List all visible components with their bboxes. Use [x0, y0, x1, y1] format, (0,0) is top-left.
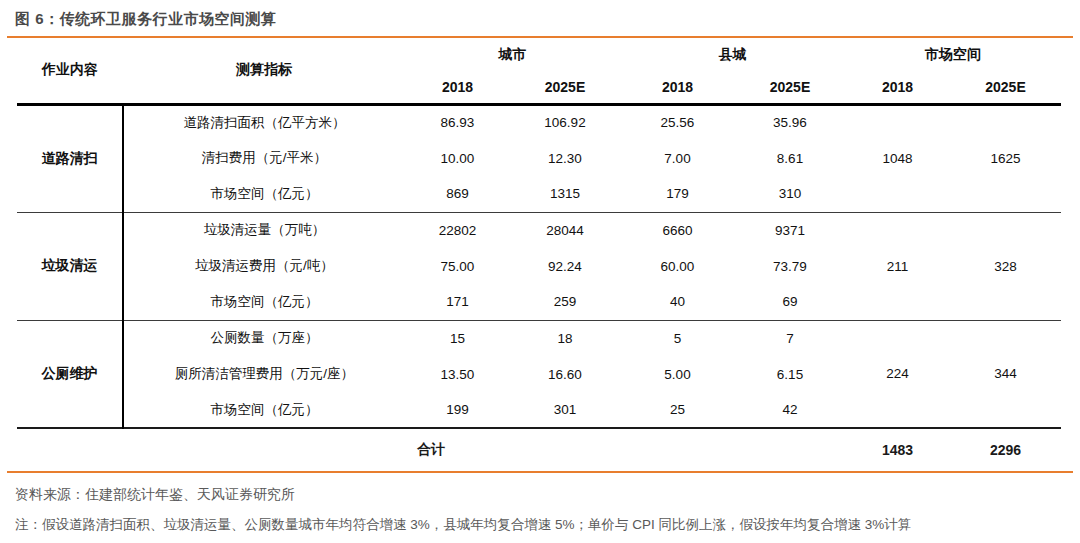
table-row: 道路清扫 道路清扫面积（亿平方米） 86.93 106.92 25.56 35.…	[17, 104, 1061, 140]
table-row: 垃圾清运 垃圾清运量（万吨） 22802 28044 6660 9371 211…	[17, 212, 1061, 248]
figure-card: 图 6：传统环卫服务行业市场空间测算 作业内容 测算指标 城市 县城 市场空间 …	[0, 0, 1080, 543]
value-cell: 15	[405, 320, 510, 356]
value-cell: 42	[735, 392, 845, 428]
value-cell: 6.15	[735, 356, 845, 392]
indicator-label: 市场空间（亿元）	[123, 284, 405, 320]
value-cell: 13.50	[405, 356, 510, 392]
job-label: 垃圾清运	[17, 212, 123, 320]
value-cell: 179	[620, 176, 735, 212]
value-cell: 16.60	[510, 356, 620, 392]
value-cell: 6660	[620, 212, 735, 248]
value-cell: 9371	[735, 212, 845, 248]
indicator-label: 垃圾清运费用（元/吨）	[123, 248, 405, 284]
value-cell: 5.00	[620, 356, 735, 392]
market-value: 1048	[845, 104, 950, 212]
value-cell: 92.24	[510, 248, 620, 284]
value-cell: 18	[510, 320, 620, 356]
indicator-label: 厕所清洁管理费用（万元/座）	[123, 356, 405, 392]
value-cell: 8.61	[735, 140, 845, 176]
header-year: 2018	[845, 71, 950, 104]
value-cell: 40	[620, 284, 735, 320]
market-value: 1625	[950, 104, 1061, 212]
job-label: 道路清扫	[17, 104, 123, 212]
indicator-label: 公厕数量（万座）	[123, 320, 405, 356]
market-value: 224	[845, 320, 950, 428]
block-toilet-maintenance: 公厕维护 公厕数量（万座） 15 18 5 7 224 344 厕所清洁管理费用…	[17, 320, 1061, 428]
value-cell: 5	[620, 320, 735, 356]
header-year: 2018	[405, 71, 510, 104]
value-cell: 35.96	[735, 104, 845, 140]
value-cell: 199	[405, 392, 510, 428]
indicator-label: 道路清扫面积（亿平方米）	[123, 104, 405, 140]
header-year: 2025E	[510, 71, 620, 104]
value-cell: 7.00	[620, 140, 735, 176]
value-cell: 310	[735, 176, 845, 212]
value-cell: 7	[735, 320, 845, 356]
value-cell: 28044	[510, 212, 620, 248]
value-cell: 12.30	[510, 140, 620, 176]
header-group-city: 城市	[405, 38, 620, 71]
indicator-label: 垃圾清运量（万吨）	[123, 212, 405, 248]
value-cell: 106.92	[510, 104, 620, 140]
value-cell: 22802	[405, 212, 510, 248]
value-cell: 10.00	[405, 140, 510, 176]
table-total-row: 合计 1483 2296	[17, 428, 1061, 471]
header-group-market: 市场空间	[845, 38, 1061, 71]
market-value: 344	[950, 320, 1061, 428]
header-year: 2025E	[735, 71, 845, 104]
note-line: 注：假设道路清扫面积、垃圾清运量、公厕数量城市年均符合增速 3%，县城年均复合增…	[7, 504, 1073, 534]
value-cell: 25.56	[620, 104, 735, 140]
indicator-label: 市场空间（亿元）	[123, 392, 405, 428]
value-cell: 75.00	[405, 248, 510, 284]
indicator-label: 市场空间（亿元）	[123, 176, 405, 212]
value-cell: 60.00	[620, 248, 735, 284]
total-value: 1483	[845, 428, 950, 471]
value-cell: 171	[405, 284, 510, 320]
block-road-sweeping: 道路清扫 道路清扫面积（亿平方米） 86.93 106.92 25.56 35.…	[17, 104, 1061, 212]
value-cell: 1315	[510, 176, 620, 212]
table-header: 作业内容 测算指标 城市 县城 市场空间 2018 2025E 2018 202…	[17, 38, 1061, 104]
figure-title: 图 6：传统环卫服务行业市场空间测算	[7, 0, 1073, 36]
value-cell: 301	[510, 392, 620, 428]
table-row: 公厕维护 公厕数量（万座） 15 18 5 7 224 344	[17, 320, 1061, 356]
header-job: 作业内容	[17, 38, 123, 104]
total-value: 2296	[950, 428, 1061, 471]
header-year: 2018	[620, 71, 735, 104]
indicator-label: 清扫费用（元/平米）	[123, 140, 405, 176]
value-cell: 69	[735, 284, 845, 320]
header-indicator: 测算指标	[123, 38, 405, 104]
block-garbage-transfer: 垃圾清运 垃圾清运量（万吨） 22802 28044 6660 9371 211…	[17, 212, 1061, 320]
job-label: 公厕维护	[17, 320, 123, 428]
header-year: 2025E	[950, 71, 1061, 104]
value-cell: 25	[620, 392, 735, 428]
market-value: 211	[845, 212, 950, 320]
source-line: 资料来源：住建部统计年鉴、天风证券研究所	[7, 473, 1073, 504]
value-cell: 86.93	[405, 104, 510, 140]
value-cell: 259	[510, 284, 620, 320]
header-group-county: 县城	[620, 38, 845, 71]
market-value: 328	[950, 212, 1061, 320]
value-cell: 73.79	[735, 248, 845, 284]
value-cell: 869	[405, 176, 510, 212]
market-space-table: 作业内容 测算指标 城市 县城 市场空间 2018 2025E 2018 202…	[17, 38, 1061, 471]
total-label: 合计	[17, 428, 845, 471]
